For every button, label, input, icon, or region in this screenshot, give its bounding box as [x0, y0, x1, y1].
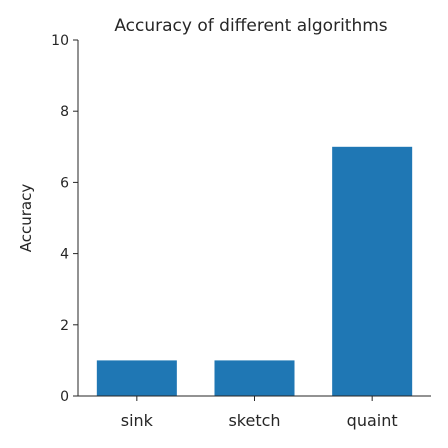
y-tick-label: 6: [60, 175, 69, 191]
bar-sink: [96, 360, 177, 396]
y-tick-label: 2: [60, 318, 69, 334]
x-tick-label-quaint: quaint: [347, 411, 398, 430]
y-tick-label: 10: [51, 33, 69, 49]
x-tick-label-sketch: sketch: [228, 411, 280, 430]
y-tick-label: 4: [60, 247, 69, 263]
x-axis-ticks: sink sketch quaint: [121, 396, 398, 430]
x-tick-label-sink: sink: [121, 411, 154, 430]
y-axis-ticks: 0 2 4 6 8 10: [51, 33, 78, 405]
chart-title: Accuracy of different algorithms: [114, 16, 387, 36]
y-axis-label: Accuracy: [17, 184, 35, 253]
bar-quaint: [332, 146, 413, 396]
y-tick-label: 8: [60, 104, 69, 120]
y-tick-label: 0: [60, 389, 69, 405]
bars: [96, 146, 413, 396]
bar-sketch: [214, 360, 295, 396]
